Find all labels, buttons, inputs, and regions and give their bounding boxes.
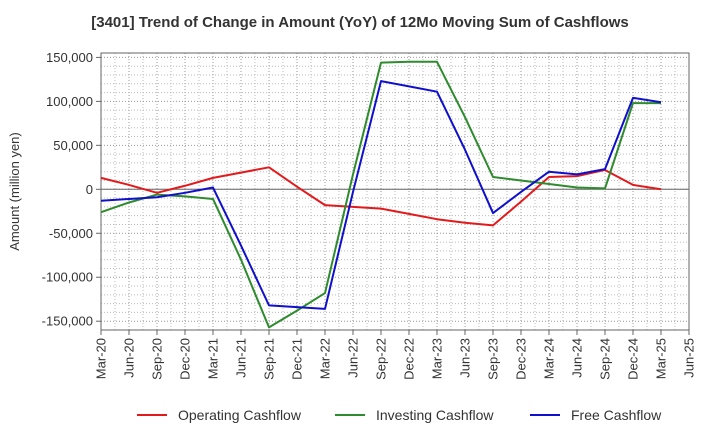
series-lines [100,60,662,329]
x-tick-label: Sep-24 [598,338,613,380]
y-axis-title: Amount (million yen) [7,132,22,251]
x-tick-label: Sep-22 [374,338,389,380]
x-tick-label: Dec-22 [402,338,417,380]
x-tick-label: Mar-23 [430,338,445,379]
y-axis: 150,000 100,000 50,000 0 -50,000 -100,000 -150… [42,50,101,329]
x-tick-label: Dec-21 [290,338,305,380]
series-line-investing-cashflow [100,60,661,329]
plot-frame [100,52,690,331]
x-tick-label: Mar-21 [206,338,221,379]
x-tick-label: Jun-24 [570,338,585,378]
y-tick-label: -50,000 [49,226,93,241]
legend: Operating Cashflow Investing Cashflow Free… [137,407,662,423]
legend-label: Free Cashflow [571,407,662,423]
x-tick-label: Dec-24 [626,338,641,380]
series-line-free-cashflow [100,80,662,310]
x-tick-label: Sep-23 [486,338,501,380]
chart-title: [3401] Trend of Change in Amount (YoY) o… [91,14,629,31]
x-tick-label: Jun-21 [234,338,249,378]
legend-label: Operating Cashflow [178,407,302,423]
x-tick-label: Mar-24 [542,338,557,379]
y-tick-label: 150,000 [46,50,93,65]
x-tick-label: Mar-25 [654,338,669,379]
y-tick-label: -150,000 [42,314,93,329]
x-tick-label: Jun-25 [682,338,697,378]
y-tick-label: -100,000 [42,270,93,285]
x-tick-label: Dec-20 [178,338,193,380]
legend-label: Investing Cashflow [376,407,494,423]
x-tick-label: Jun-22 [346,338,361,378]
x-tick-label: Dec-23 [514,338,529,380]
y-tick-label: 0 [86,182,93,197]
y-tick-label: 50,000 [53,138,93,153]
x-tick-label: Sep-21 [262,338,277,380]
x-axis: Mar-20 Jun-20 Sep-20 Dec-20 Mar-21 Jun-21 Sep-… [94,330,697,380]
x-tick-label: Mar-20 [94,338,109,379]
x-tick-label: Jun-23 [458,338,473,378]
series-line-operating-cashflow [100,166,662,227]
x-tick-label: Jun-20 [122,338,137,378]
x-tick-label: Mar-22 [318,338,333,379]
x-tick-label: Sep-20 [150,338,165,380]
y-tick-label: 100,000 [46,94,93,109]
